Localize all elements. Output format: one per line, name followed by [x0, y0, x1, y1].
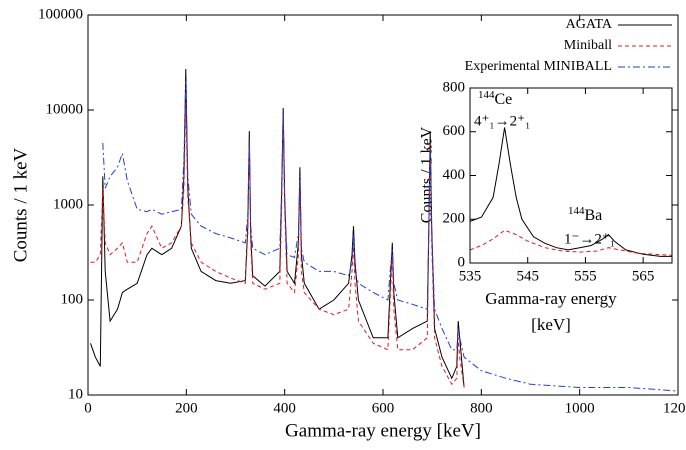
x-tick-label: 800 [470, 400, 493, 416]
x-tick-label: 0 [84, 400, 92, 416]
legend-label: AGATA [566, 17, 613, 32]
x-tick-label: 1200 [663, 400, 686, 416]
y-axis-label: Counts / 1 keV [10, 147, 31, 262]
x-tick-label: 1000 [565, 400, 595, 416]
annotation-nuclide: 144Ce [478, 89, 512, 108]
inset-frame [469, 87, 673, 264]
y-tick-label: 600 [443, 123, 466, 139]
annotation-nuclide: 144Ba [568, 205, 602, 224]
annotation-transition: 1⁻→2⁺₁ [564, 231, 615, 247]
inset-x-unit: [keV] [531, 315, 571, 334]
x-tick-label: 535 [459, 268, 482, 284]
series-line [470, 229, 672, 256]
y-tick-label: 800 [443, 79, 466, 95]
legend-label: Miniball [564, 38, 612, 53]
y-tick-label: 100 [61, 291, 84, 307]
y-tick-label: 400 [443, 167, 466, 183]
x-tick-label: 600 [372, 400, 395, 416]
series-line [90, 68, 465, 388]
inset-x-label: Gamma-ray energy [485, 289, 617, 308]
series-line [470, 127, 672, 257]
y-tick-label: 200 [443, 211, 466, 227]
plot-area [470, 127, 672, 257]
y-tick-label: 0 [458, 254, 466, 270]
plot-area [90, 68, 678, 392]
annotation-transition: 4⁺₁→2⁺₁ [474, 113, 530, 129]
annotation-mass: 144 [478, 89, 495, 101]
x-tick-label: 545 [516, 268, 539, 284]
series-line [90, 102, 465, 388]
annotation-element: Ba [585, 207, 603, 224]
y-tick-label: 10 [68, 386, 83, 402]
y-tick-label: 10000 [46, 101, 84, 117]
annotation-element: Ce [495, 91, 513, 108]
y-tick-label: 100000 [38, 6, 83, 22]
x-tick-label: 200 [175, 400, 198, 416]
series-line [102, 81, 678, 392]
inset-y-label: Counts / 1 keV [419, 126, 436, 223]
annotation-mass: 144 [568, 205, 585, 217]
x-tick-label: 555 [574, 268, 597, 284]
y-tick-label: 1000 [53, 196, 83, 212]
x-tick-label: 565 [632, 268, 655, 284]
legend-label: Experimental MINIBALL [465, 59, 612, 74]
x-tick-label: 400 [273, 400, 296, 416]
x-axis-label: Gamma-ray energy [keV] [285, 420, 481, 441]
